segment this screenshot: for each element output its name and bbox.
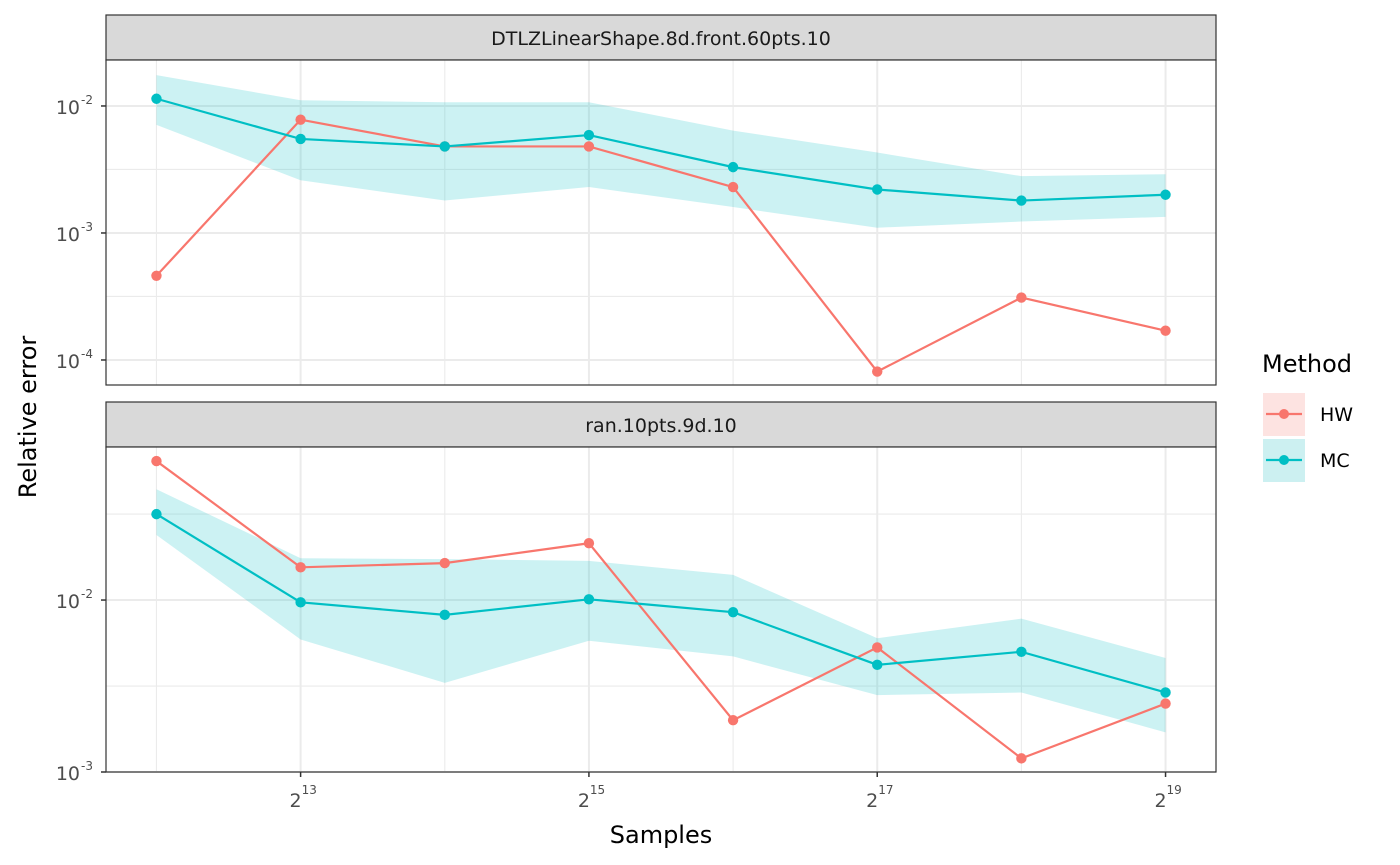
panel-border bbox=[105, 446, 1217, 773]
legend-label-mc: MC bbox=[1320, 450, 1350, 472]
data-point-mc bbox=[1016, 195, 1027, 206]
x-tick-exponent: 15 bbox=[590, 783, 605, 797]
data-point-mc bbox=[583, 594, 595, 605]
legend-item-hw: HW bbox=[1263, 393, 1353, 436]
data-point-mc bbox=[439, 141, 450, 152]
x-tick-exponent: 19 bbox=[1167, 783, 1182, 797]
data-point-mc bbox=[727, 606, 739, 618]
panel-background bbox=[106, 60, 1216, 385]
data-point-hw bbox=[295, 562, 306, 573]
data-point-hw bbox=[1160, 698, 1171, 709]
legend: Method HW MC bbox=[1262, 350, 1353, 482]
y-tick-label: 10 bbox=[56, 224, 80, 246]
data-point-hw bbox=[583, 141, 595, 152]
data-point-mc bbox=[727, 161, 739, 173]
data-point-mc bbox=[872, 184, 883, 195]
x-axis-title: Samples bbox=[610, 821, 713, 849]
data-point-mc bbox=[439, 609, 450, 621]
y-tick-exponent: -3 bbox=[81, 759, 93, 773]
x-tick-label: 2 bbox=[578, 790, 590, 812]
y-tick-label: 10 bbox=[56, 763, 80, 785]
data-point-mc bbox=[583, 129, 595, 141]
panel-background bbox=[106, 447, 1216, 772]
x-tick-label: 2 bbox=[290, 790, 302, 812]
series-line-hw bbox=[155, 460, 1166, 760]
data-point-mc bbox=[151, 93, 162, 104]
y-axis-title: Relative error bbox=[14, 336, 42, 499]
data-point-mc bbox=[872, 659, 883, 671]
data-point-hw bbox=[151, 455, 162, 467]
data-point-mc bbox=[151, 508, 162, 520]
x-tick-exponent: 13 bbox=[302, 783, 317, 797]
data-point-hw bbox=[872, 366, 883, 377]
series-line-mc bbox=[155, 513, 1166, 694]
series-line-hw bbox=[155, 118, 1166, 373]
data-point-hw bbox=[1016, 292, 1027, 303]
data-point-mc bbox=[295, 597, 306, 608]
panel-title: ran.10pts.9d.10 bbox=[585, 415, 737, 437]
legend-title: Method bbox=[1262, 350, 1352, 378]
data-point-hw bbox=[872, 642, 883, 653]
gridlines bbox=[106, 60, 1216, 385]
x-tick-exponent: 17 bbox=[878, 783, 893, 797]
x-tick-label: 2 bbox=[866, 790, 878, 812]
legend-label-hw: HW bbox=[1320, 404, 1353, 426]
data-point-hw bbox=[727, 181, 739, 193]
data-point-mc bbox=[1016, 646, 1027, 658]
data-point-mc bbox=[295, 133, 306, 145]
panel-title: DTLZLinearShape.8d.front.60pts.10 bbox=[491, 28, 831, 50]
panel-strip bbox=[105, 14, 1217, 61]
y-tick-label: 10 bbox=[56, 97, 80, 119]
data-point-hw bbox=[1016, 753, 1027, 764]
data-point-mc bbox=[1160, 189, 1171, 200]
panel-strip bbox=[105, 401, 1217, 448]
panel-border bbox=[105, 59, 1217, 386]
data-point-hw bbox=[583, 538, 595, 549]
y-tick-exponent: -3 bbox=[81, 220, 93, 234]
series-line-mc bbox=[156, 97, 1166, 202]
confidence-band-mc bbox=[156, 489, 1166, 733]
legend-item-mc: MC bbox=[1263, 439, 1350, 482]
y-tick-label: 10 bbox=[56, 591, 80, 613]
y-tick-label: 10 bbox=[56, 351, 80, 373]
data-point-hw bbox=[151, 270, 162, 282]
data-point-hw bbox=[1160, 325, 1171, 336]
data-point-hw bbox=[727, 715, 739, 726]
y-tick-exponent: -2 bbox=[81, 93, 93, 107]
x-tick-label: 2 bbox=[1154, 790, 1166, 812]
data-point-hw bbox=[439, 557, 450, 569]
y-tick-exponent: -2 bbox=[81, 587, 93, 601]
data-point-hw bbox=[295, 114, 306, 125]
y-tick-exponent: -4 bbox=[81, 347, 93, 361]
data-point-mc bbox=[1160, 687, 1171, 698]
